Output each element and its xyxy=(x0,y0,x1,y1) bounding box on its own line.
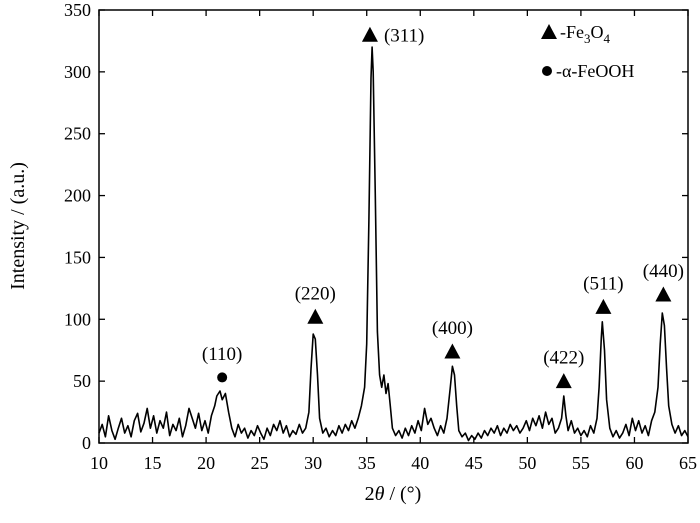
x-tick-label: 30 xyxy=(304,453,322,473)
peak-annotations: (110) (220) (311) (400) (422) (511) (440) xyxy=(202,26,684,389)
x-tick-label: 55 xyxy=(572,453,590,473)
x-axis-label: 2θ / (°) xyxy=(365,483,422,505)
triangle-marker xyxy=(361,26,378,42)
y-tick-label: 0 xyxy=(82,433,91,453)
peak-label: (220) xyxy=(295,283,336,304)
x-tick-label: 65 xyxy=(679,453,697,473)
triangle-marker xyxy=(444,343,461,359)
x-tick-label: 45 xyxy=(465,453,483,473)
y-axis-label: Intensity / (a.u.) xyxy=(7,162,29,290)
x-tick-label: 20 xyxy=(197,453,215,473)
x-tick-label: 15 xyxy=(144,453,162,473)
peak-label: (422) xyxy=(543,348,584,369)
legend-fe3o4-label: -Fe3O4 xyxy=(560,22,611,46)
xrd-pattern-line xyxy=(98,46,689,442)
axis-ticks xyxy=(98,9,689,444)
peak-label: (311) xyxy=(384,26,424,47)
y-tick-label: 150 xyxy=(64,247,91,267)
x-tick-label: 60 xyxy=(625,453,643,473)
triangle-marker xyxy=(655,286,672,302)
x-tick-label: 35 xyxy=(358,453,376,473)
y-tick-label: 200 xyxy=(64,186,91,206)
triangle-marker xyxy=(595,298,612,314)
y-tick-label: 100 xyxy=(64,309,91,329)
circle-marker xyxy=(217,372,228,383)
y-tick-label: 350 xyxy=(64,0,91,20)
y-tick-label: 300 xyxy=(64,62,91,82)
plot-frame xyxy=(98,9,689,444)
peak-label: (110) xyxy=(202,344,242,365)
peak-label: (511) xyxy=(583,273,623,294)
peak-label: (440) xyxy=(643,261,684,282)
y-tick-label: 250 xyxy=(64,124,91,144)
axis-tick-labels: 10 15 20 25 30 35 40 45 50 55 60 65 0 50 100 150 200 250 3… xyxy=(64,0,697,473)
triangle-marker xyxy=(307,308,324,324)
peak-label: (400) xyxy=(432,318,473,339)
x-tick-label: 50 xyxy=(518,453,536,473)
triangle-marker xyxy=(555,373,572,389)
legend: -Fe3O4 -α-FeOOH xyxy=(541,22,634,81)
x-tick-label: 40 xyxy=(411,453,429,473)
legend-circle-marker xyxy=(542,66,552,76)
legend-feooh-label: -α-FeOOH xyxy=(556,61,634,81)
y-tick-label: 50 xyxy=(73,371,91,391)
x-tick-label: 25 xyxy=(251,453,269,473)
x-tick-label: 10 xyxy=(90,453,108,473)
legend-triangle-marker xyxy=(541,24,557,39)
